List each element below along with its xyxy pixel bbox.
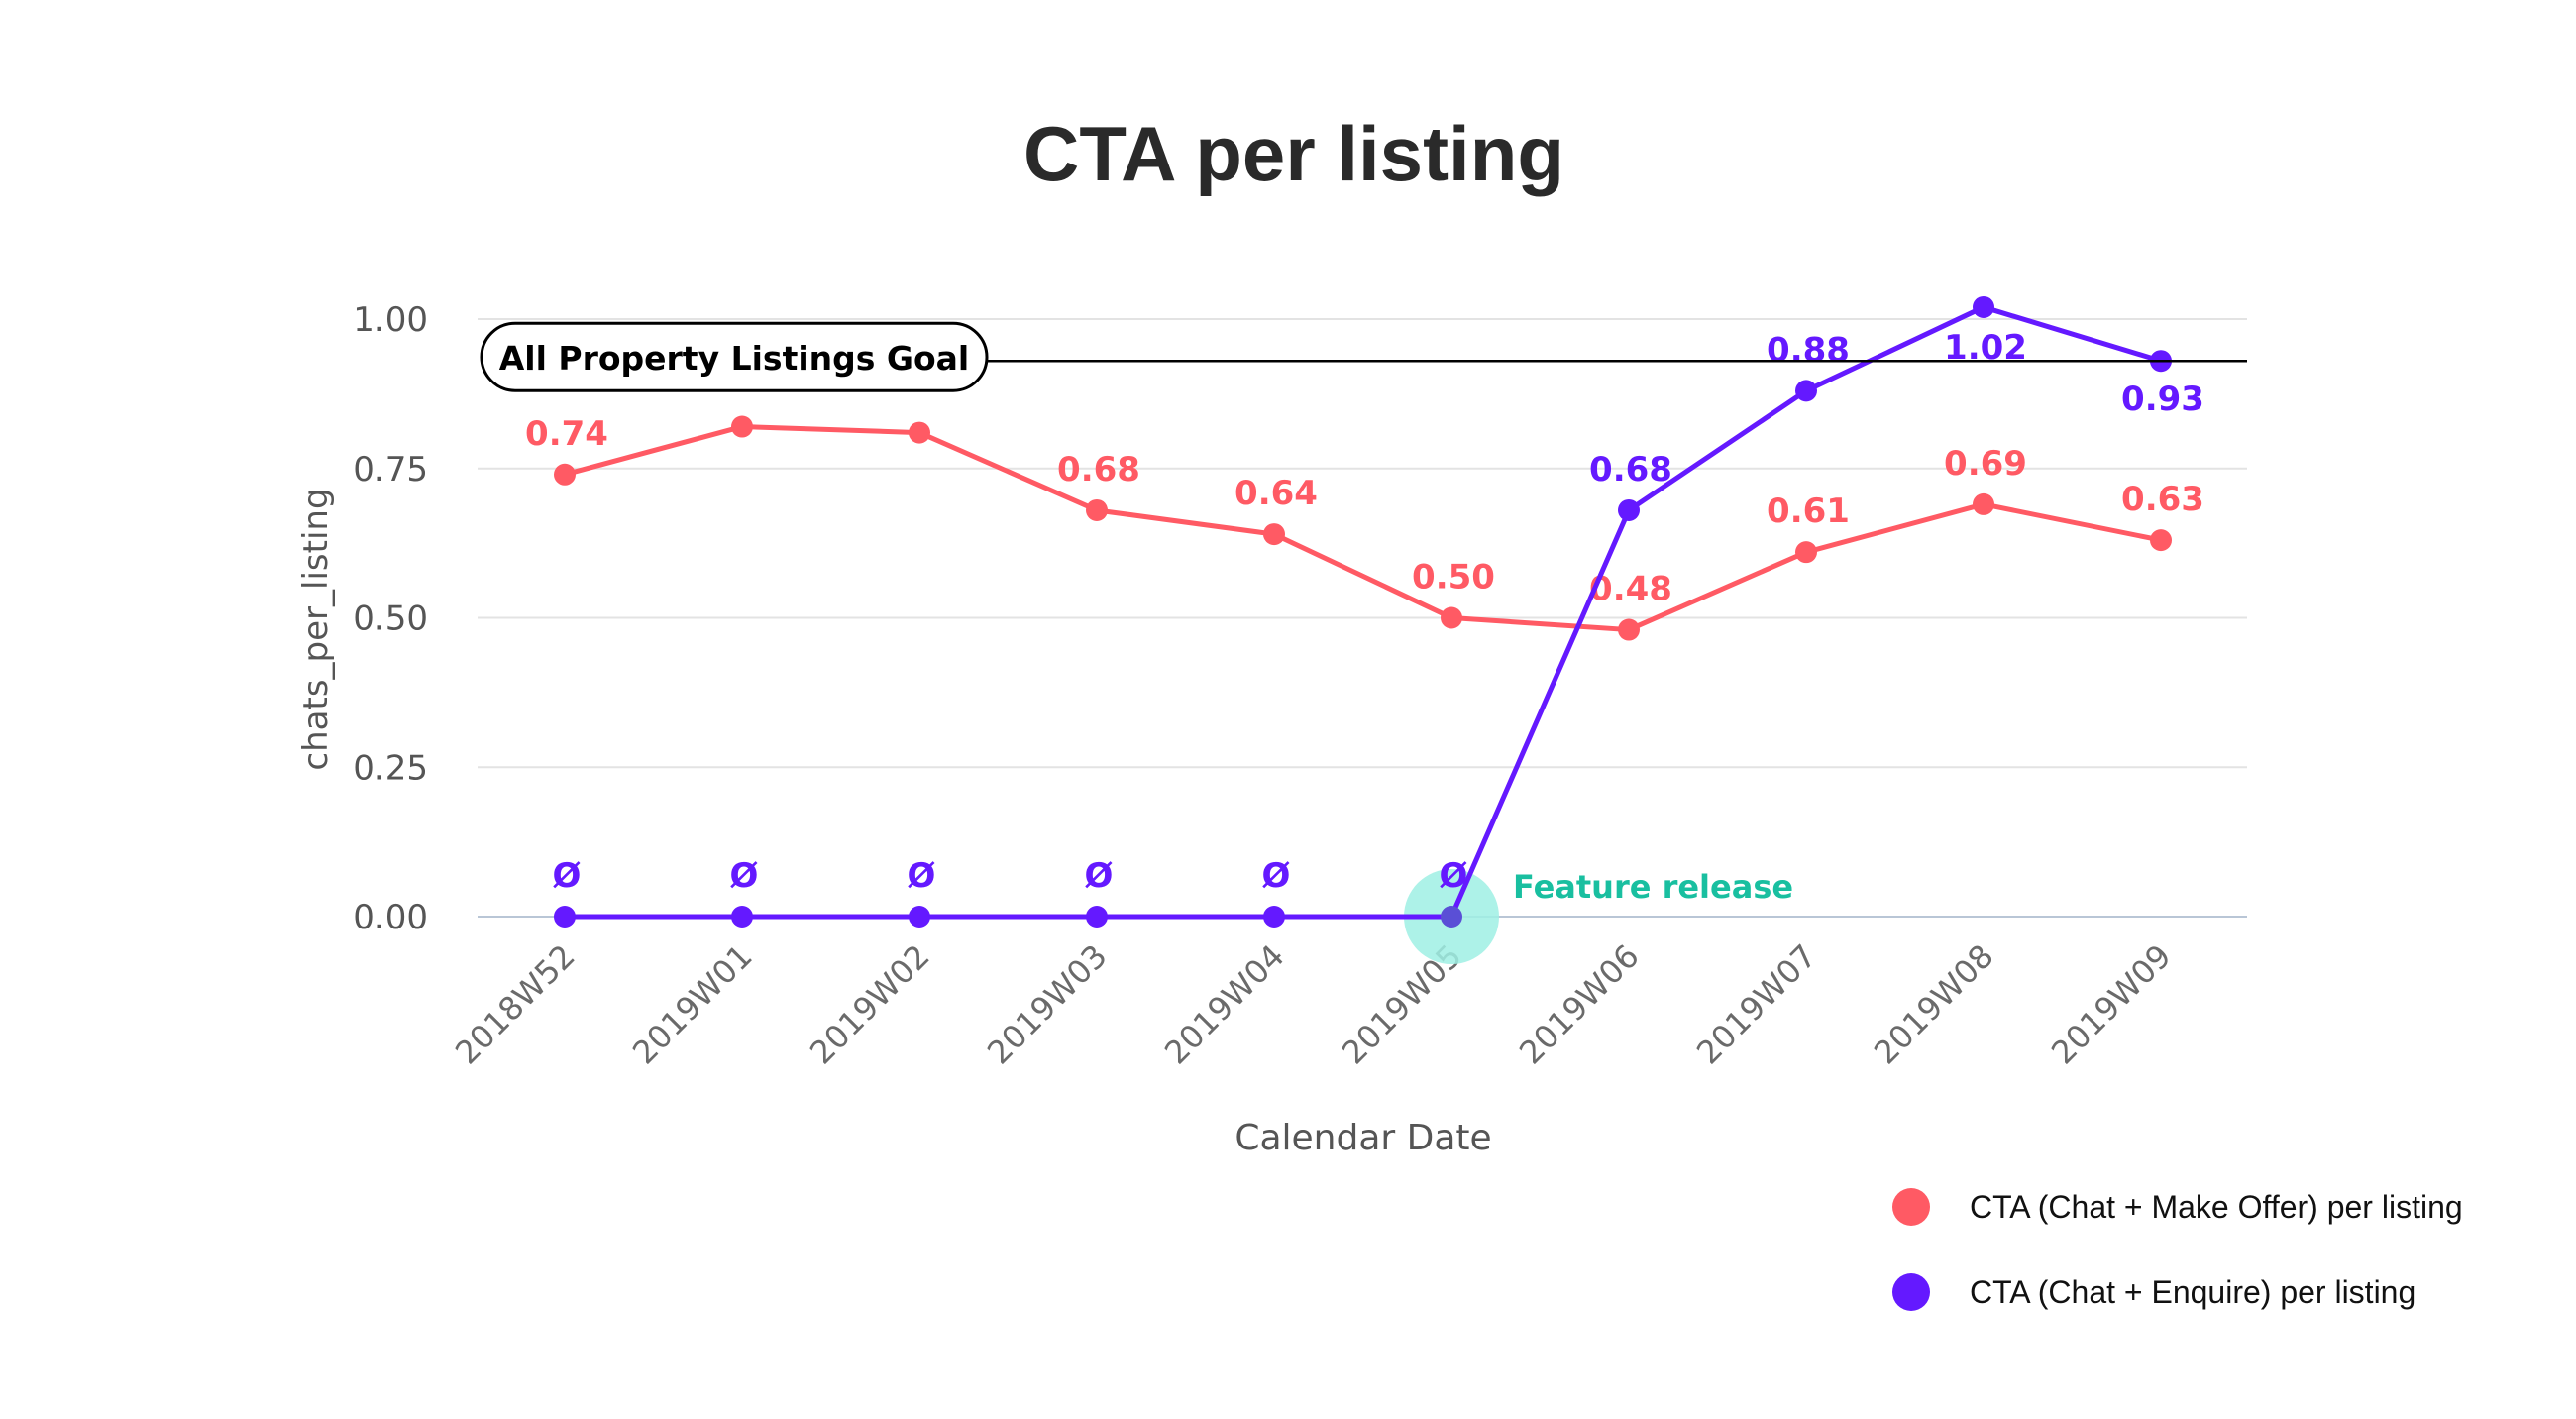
legend-label-enquire: CTA (Chat + Enquire) per listing [1970, 1273, 2416, 1310]
x-tick-label: 2019W06 [1512, 937, 1647, 1072]
grid-lines [478, 318, 2247, 918]
data-label: Ø [1440, 856, 1468, 896]
data-label: 0.74 [525, 414, 608, 454]
data-point[interactable] [554, 463, 576, 486]
y-axis-label: chats_per_listing [296, 488, 336, 770]
series-line-make-offer [564, 424, 2162, 633]
data-point[interactable] [554, 906, 576, 928]
x-axis-ticks: 2018W52 2019W01 2019W02 2019W03 2019W04 2019W… [448, 937, 2179, 1072]
x-tick-label: 2019W01 [625, 937, 760, 1072]
y-tick-label: 0.75 [353, 450, 428, 490]
x-tick-label: 2019W07 [1689, 937, 1824, 1072]
data-point[interactable] [1086, 906, 1108, 928]
data-label: 0.69 [1944, 444, 2027, 484]
data-point[interactable] [909, 421, 930, 444]
legend: CTA (Chat + Make Offer) per listing CTA … [1892, 1185, 2463, 1356]
data-point[interactable] [909, 906, 930, 928]
goal-label: All Property Listings Goal [499, 339, 970, 378]
feature-release-label: Feature release [1513, 868, 1793, 906]
x-axis-label: Calendar Date [1234, 1118, 1491, 1158]
goal-line-group: All Property Listings Goal [480, 321, 2247, 392]
data-label: 0.63 [2121, 480, 2204, 519]
x-tick-label: 2019W09 [2044, 937, 2179, 1072]
data-label: Ø [730, 856, 759, 896]
series-line-enquire [565, 304, 2162, 920]
data-label: Ø [1262, 856, 1291, 896]
data-label: 0.68 [1589, 450, 1672, 490]
chart-title: CTA per listing [1023, 110, 1564, 197]
x-tick-label: 2019W04 [1157, 937, 1292, 1072]
y-axis-ticks: 0.00 0.25 0.50 0.75 1.00 [353, 300, 428, 937]
data-point[interactable] [1441, 606, 1462, 629]
data-point[interactable] [1086, 498, 1108, 521]
data-point[interactable] [731, 906, 753, 928]
data-point[interactable] [1973, 295, 1994, 318]
data-point[interactable] [1618, 498, 1640, 521]
legend-marker-make-offer [1892, 1188, 1930, 1226]
data-point[interactable] [731, 415, 753, 438]
y-tick-label: 1.00 [353, 300, 428, 340]
data-label: 0.48 [1589, 570, 1672, 609]
x-tick-label: 2019W08 [1867, 937, 2001, 1072]
data-point[interactable] [1441, 906, 1462, 928]
data-point[interactable] [1795, 541, 1817, 564]
x-tick-label: 2019W03 [980, 937, 1115, 1072]
data-point[interactable] [1795, 380, 1817, 402]
legend-item-enquire[interactable]: CTA (Chat + Enquire) per listing [1892, 1270, 2463, 1314]
data-point[interactable] [1263, 523, 1285, 546]
legend-marker-enquire [1892, 1273, 1930, 1311]
data-label: 0.64 [1234, 474, 1318, 513]
data-point[interactable] [2150, 529, 2172, 552]
data-label: 0.50 [1412, 558, 1495, 598]
data-point[interactable] [1263, 906, 1285, 928]
data-label: 0.93 [2121, 380, 2204, 419]
x-tick-label: 2019W02 [803, 937, 937, 1072]
data-point[interactable] [1973, 492, 1994, 515]
data-label: 0.61 [1767, 491, 1850, 531]
series-make-offer: 0.74 0.68 0.64 0.50 0.48 0.61 0.69 0.63 [525, 414, 2204, 641]
legend-label-make-offer: CTA (Chat + Make Offer) per listing [1970, 1188, 2463, 1225]
y-tick-label: 0.25 [353, 748, 428, 788]
data-label: Ø [908, 856, 936, 896]
data-label: 0.88 [1767, 330, 1850, 370]
goal-label-pill [480, 321, 989, 392]
data-point[interactable] [1618, 618, 1640, 641]
x-tick-label: 2018W52 [448, 937, 583, 1072]
y-tick-label: 0.50 [353, 600, 428, 639]
data-label: 0.68 [1057, 450, 1140, 490]
data-label: Ø [553, 856, 582, 896]
y-tick-label: 0.00 [353, 898, 428, 937]
data-label: Ø [1085, 856, 1114, 896]
legend-item-make-offer[interactable]: CTA (Chat + Make Offer) per listing [1892, 1185, 2463, 1229]
